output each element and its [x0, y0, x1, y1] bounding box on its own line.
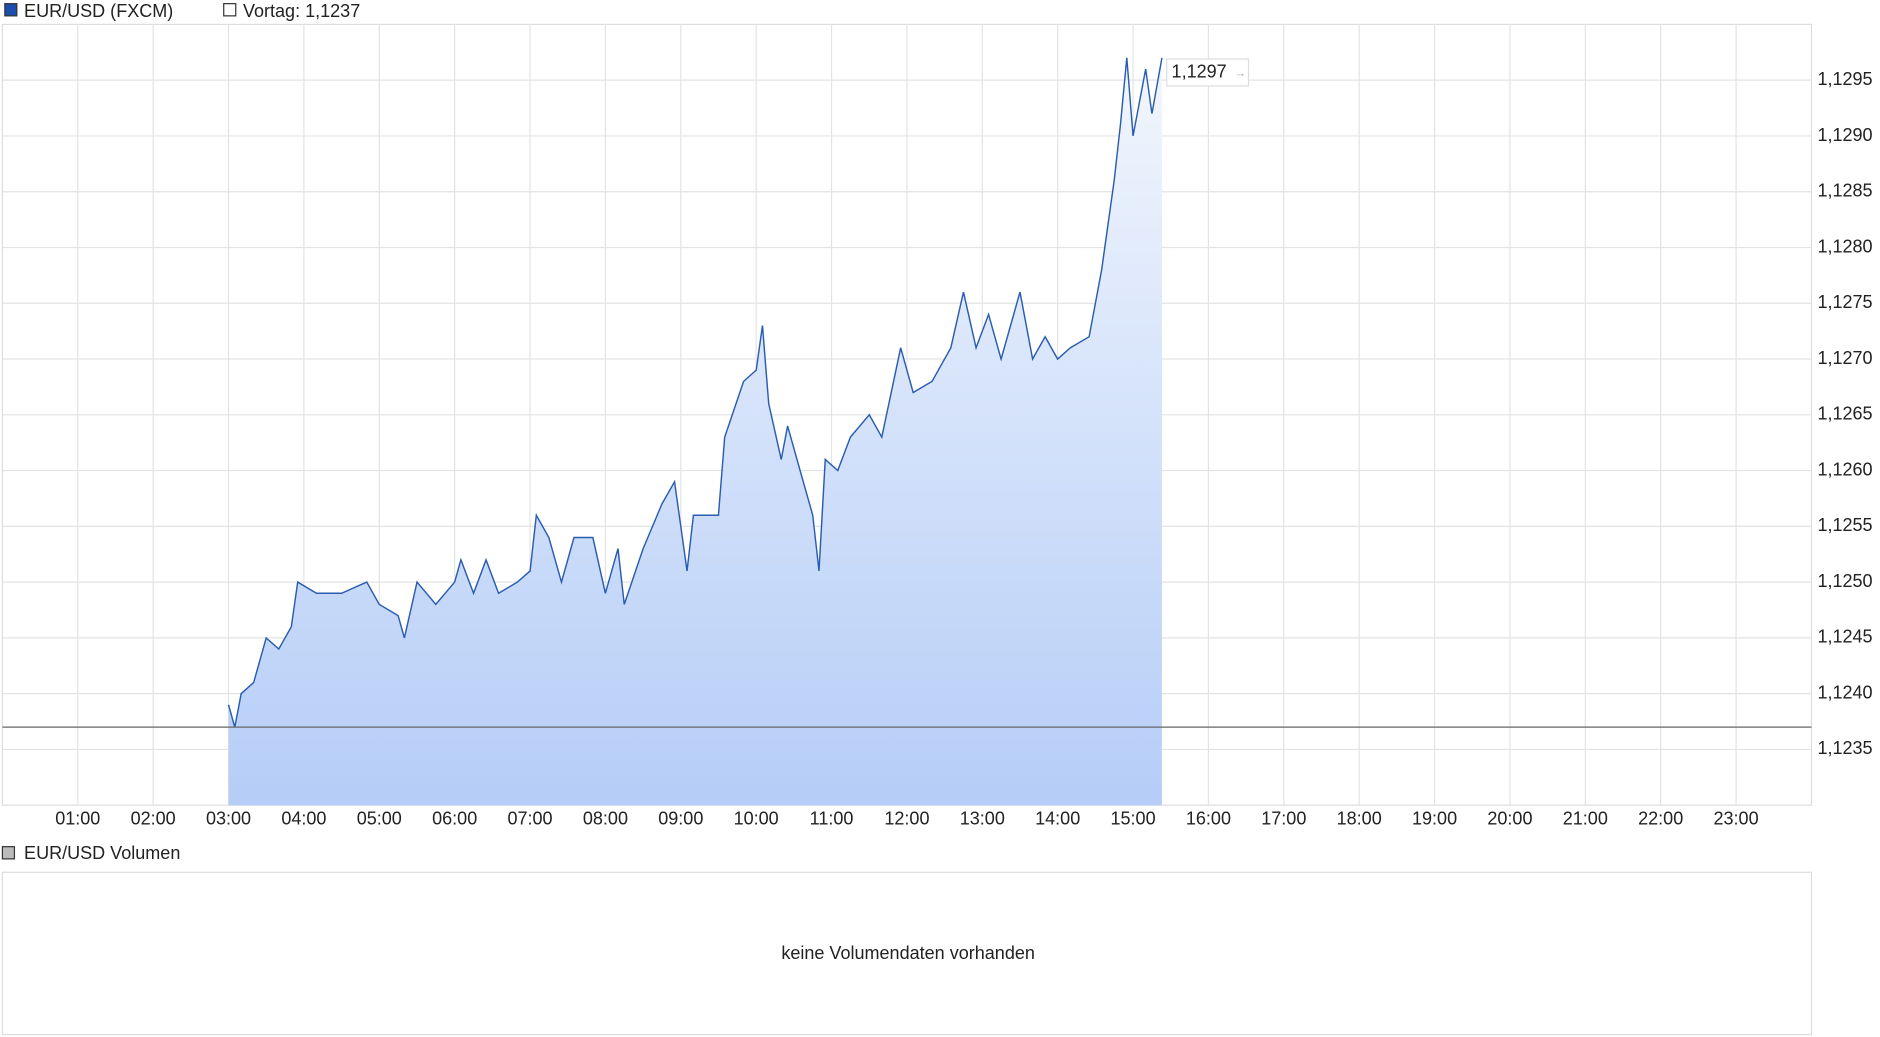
x-tick-label: 23:00	[1714, 809, 1759, 829]
y-tick-label: 1,1260	[1817, 459, 1872, 479]
reference-label: Vortag: 1,1237	[243, 1, 360, 21]
x-tick-label: 19:00	[1412, 809, 1457, 829]
x-tick-label: 16:00	[1186, 809, 1231, 829]
last-label-arrow: →	[1234, 66, 1246, 80]
price-line	[227, 57, 1163, 728]
area-fill	[228, 57, 1162, 806]
x-tick-label: 04:00	[281, 809, 326, 829]
y-tick-label: 1,1270	[1817, 348, 1872, 368]
x-tick-label: 03:00	[206, 809, 251, 829]
x-tick-label: 05:00	[357, 809, 402, 829]
y-tick-label: 1,1285	[1817, 180, 1872, 200]
volume-legend: EUR/USD Volumen	[24, 843, 180, 863]
y-tick-label: 1,1295	[1817, 69, 1872, 89]
x-tick-label: 11:00	[810, 809, 854, 829]
legend-swatch	[4, 3, 18, 17]
x-tick-label: 14:00	[1035, 809, 1080, 829]
volume-panel	[1, 871, 1813, 1036]
last-label: 1,1297	[1172, 61, 1227, 81]
x-tick-label: 12:00	[884, 809, 929, 829]
y-tick-label: 1,1240	[1817, 682, 1872, 702]
x-tick-label: 13:00	[960, 809, 1005, 829]
x-tick-label: 20:00	[1487, 809, 1532, 829]
x-tick-label: 18:00	[1337, 809, 1382, 829]
y-tick-label: 1,1275	[1817, 292, 1872, 312]
x-tick-label: 22:00	[1638, 809, 1683, 829]
y-tick-label: 1,1235	[1817, 738, 1872, 758]
y-tick-label: 1,1255	[1817, 515, 1872, 535]
x-tick-label: 08:00	[583, 809, 628, 829]
x-tick-label: 09:00	[658, 809, 703, 829]
x-tick-label: 21:00	[1563, 809, 1608, 829]
y-tick-label: 1,1265	[1817, 404, 1872, 424]
reference-swatch	[223, 3, 237, 17]
volume-message: keine Volumendaten vorhanden	[781, 943, 1035, 963]
legend-entry: EUR/USD (FXCM)	[24, 1, 173, 21]
x-tick-label: 02:00	[131, 809, 176, 829]
y-tick-label: 1,1250	[1817, 571, 1872, 591]
volume-swatch	[1, 846, 16, 860]
x-tick-label: 07:00	[507, 809, 552, 829]
x-tick-label: 17:00	[1261, 809, 1306, 829]
x-tick-label: 06:00	[432, 809, 477, 829]
y-tick-label: 1,1245	[1817, 627, 1872, 647]
x-tick-label: 10:00	[734, 809, 779, 829]
last-label-box	[1166, 58, 1250, 87]
y-tick-label: 1,1280	[1817, 236, 1872, 256]
y-tick-label: 1,1290	[1817, 125, 1872, 145]
x-tick-label: 15:00	[1110, 809, 1155, 829]
x-tick-label: 01:00	[55, 809, 100, 829]
